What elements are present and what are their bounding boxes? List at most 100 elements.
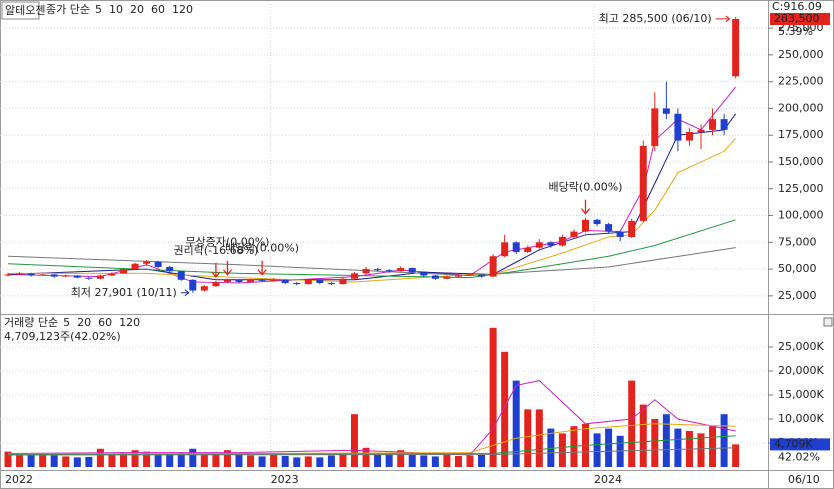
high-annotation: 최고 285,500 (06/10) [599,12,712,25]
candle-body [639,145,647,221]
volume-bar [223,450,231,467]
volume-bar [154,453,162,467]
volume-bar [339,453,347,467]
candle-body [258,279,266,281]
candle-body [339,278,347,285]
volume-bar [431,456,439,467]
volume-bar [547,428,555,467]
volume-bar [293,457,301,467]
last-price-label: 283,500 [774,12,820,25]
volume-bar [143,451,151,467]
event-annotation: 배당락(0.00%) [225,242,299,255]
x-tick-label: 06/10 [788,473,820,486]
volume-bar [131,450,139,467]
legend-entry: 120 [172,3,193,16]
candle-body [605,224,613,232]
y-tick-label: 250,000 [778,48,824,61]
volume-bar [478,454,486,467]
stock-name-box[interactable] [1,1,40,20]
volume-bar [524,409,532,467]
volume-bar [39,454,47,467]
candle-body [628,220,636,237]
candle-body [96,275,104,279]
low-annotation: 최저 27,901 (10/11) [71,286,177,299]
volume-bar [120,452,127,467]
candle-body [385,270,393,272]
candle-body [431,275,439,279]
y-tick-label: 150,000 [778,155,824,168]
event-arrow [222,260,232,276]
candle-body [62,275,70,277]
volume-bar [235,452,243,467]
volume-bar [454,455,462,467]
candle-body [524,247,532,252]
legend-entry: 5 [63,316,70,329]
candle-body [501,242,509,257]
volume-bar [177,452,185,467]
candle-body [709,119,717,130]
y-tick-label: 15,000K [778,388,824,401]
y-tick-label: 225,000 [778,75,824,88]
candle-body [73,275,81,278]
volume-bar [212,453,220,467]
y-tick-label: 100,000 [778,209,824,222]
volume-bar [351,414,358,467]
candle-body [570,231,578,237]
candle-body [478,274,486,277]
ma-line [7,435,736,456]
volume-bar [535,409,543,467]
candle-body [4,274,12,276]
candle-body [108,273,116,276]
candle-body [732,18,740,77]
last-volume-label: 4,709K [774,437,813,450]
candle-body [85,277,93,279]
candle-body [39,274,47,276]
ma-line [7,380,736,456]
volume-bar [327,455,335,467]
candle-body [443,276,451,279]
change-label: 5.39% [778,25,813,38]
volume-bar [593,433,601,467]
legend-entry: 20 [130,3,144,16]
volume-bar [85,456,93,467]
volume-bar [247,455,255,467]
candle-body [420,272,428,276]
candle-body [304,279,312,285]
candle-body [212,281,220,287]
y-tick-label: 25,000 [778,289,817,302]
y-tick-label: 50,000 [778,262,817,275]
legend-label: 거래량 단순 [4,316,58,329]
candle-body [327,283,335,285]
stock-name[interactable]: 알테오젠 [5,3,45,17]
volume-bar [108,455,116,467]
candle-body [720,119,728,130]
volume-bar [270,455,278,467]
volume-bar [281,455,289,467]
candle-body [593,219,601,225]
candle-body [154,261,162,267]
volume-bar [374,452,382,467]
ma-line [7,423,736,455]
volume-bar [4,451,12,467]
volume-bar [408,454,416,467]
candle-body [408,268,416,273]
close-button[interactable] [823,317,833,327]
volume-bar [489,327,497,467]
candle-body [316,279,324,284]
legend-entry: 10 [109,3,123,16]
candle-body [651,108,659,146]
volume-bar [304,456,312,467]
candle-body [131,263,139,270]
candle-body [362,269,370,274]
x-tick-label: 2023 [271,473,299,486]
volume-bar [50,455,58,467]
y-tick-label: 175,000 [778,128,824,141]
y-tick-label: 125,000 [778,182,824,195]
y-tick-label: 20,000K [778,364,824,377]
volume-bar [362,447,370,467]
event-arrow [257,260,267,276]
legend-entry: 120 [119,316,140,329]
y-tick-label: 25,000K [778,340,824,353]
volume-bar [558,433,566,467]
